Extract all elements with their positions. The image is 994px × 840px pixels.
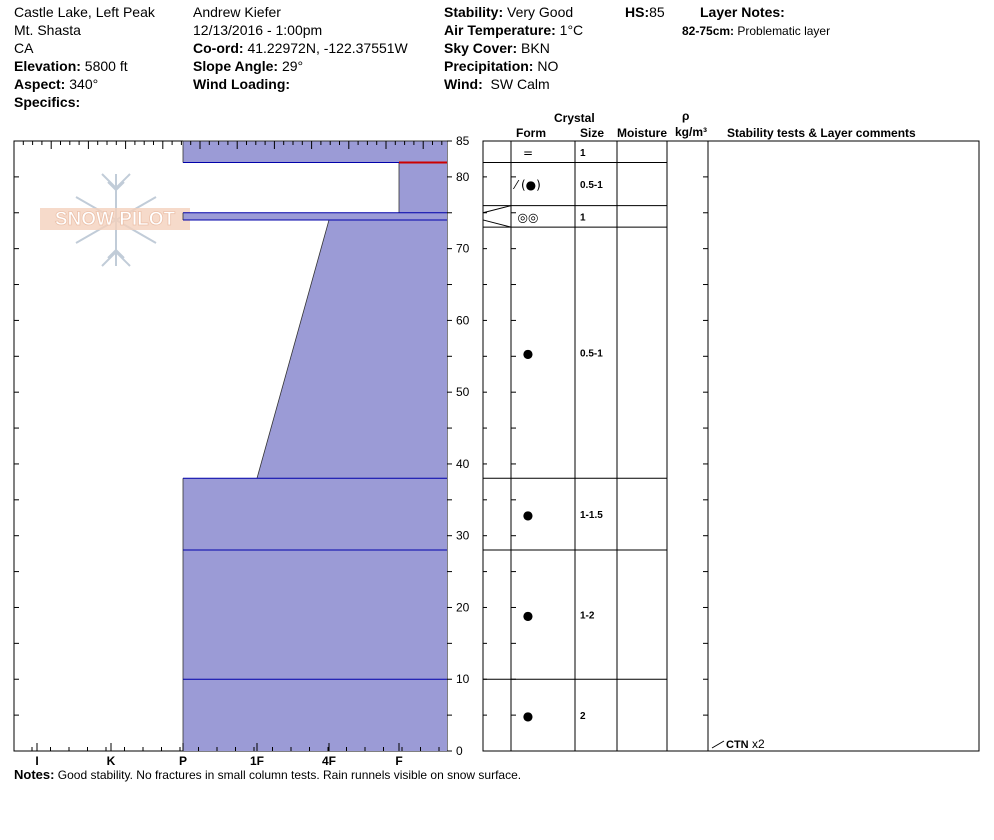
grain-size-label: 1 xyxy=(580,148,586,159)
hardness-tick-label: P xyxy=(179,754,187,768)
grain-form-symbol: = xyxy=(523,146,533,160)
slope-label: Slope Angle: xyxy=(193,58,279,74)
y-tick-label: 60 xyxy=(456,313,470,327)
aspect-label: Aspect: xyxy=(14,76,66,92)
slope-row: Slope Angle: 29° xyxy=(193,58,303,74)
air-temp-value: 1°C xyxy=(559,22,584,38)
air-temp-row: Air Temperature: 1°C xyxy=(444,22,583,38)
elevation-value: 5800 ft xyxy=(84,58,128,74)
logo-text: SNOW PILOT xyxy=(55,209,176,230)
hardness-layer xyxy=(183,141,447,163)
hardness-tick-label: 1F xyxy=(250,754,264,768)
layer-note-text: Problematic layer xyxy=(737,24,831,38)
y-tick-label: 85 xyxy=(456,134,470,148)
hardness-tick-label: 4F xyxy=(322,754,336,768)
elevation-label: Elevation: xyxy=(14,58,81,74)
stability-label: Stability: xyxy=(444,4,504,20)
precipitation-row: Precipitation: NO xyxy=(444,58,558,74)
layer-connector xyxy=(482,205,512,214)
layer-table: = 1 ⁄ (●) 0.5-1 ◎◎ 1 ● 0.5-1 ● 1-1.5 ● 1-2 ● 2 xyxy=(482,140,980,752)
size-header: Size xyxy=(580,126,605,140)
stability-test-pointer xyxy=(711,740,725,749)
y-tick-label: 30 xyxy=(456,529,470,543)
slope-value: 29° xyxy=(281,58,304,74)
y-tick-label: 0 xyxy=(456,744,463,758)
specifics-label: Specifics: xyxy=(14,94,81,110)
crystal-header: Crystal xyxy=(554,111,595,125)
grain-size-label: 0.5-1 xyxy=(580,180,603,191)
layer-note-item: 82-75cm: Problematic layer xyxy=(682,23,830,39)
wind-label: Wind: xyxy=(444,76,483,92)
hardness-layer xyxy=(183,212,447,220)
hardness-profile: I K P 1F 4F F 0 10 20 30 40 50 60 70 80 85 xyxy=(13,134,470,768)
y-tick-label: 70 xyxy=(456,242,470,256)
comments-header: Stability tests & Layer comments xyxy=(727,126,916,140)
notes-row: Notes: Good stability. No fractures in s… xyxy=(14,767,521,783)
grain-form-symbol: ⁄ (●) xyxy=(512,178,541,192)
stability-value: Very Good xyxy=(507,4,574,20)
grain-size-label: 1-1.5 xyxy=(580,510,603,521)
sky-cover-row: Sky Cover: BKN xyxy=(444,40,550,56)
coord-value: 41.22972N, -122.37551W xyxy=(247,40,408,56)
stability-test: CTN x2 xyxy=(726,736,765,753)
stability-test-code: CTN xyxy=(726,739,749,751)
layer-note-range: 82-75cm: xyxy=(682,24,735,38)
hardness-layer xyxy=(399,162,447,213)
coord-row: Co-ord: 41.22972N, -122.37551W xyxy=(193,40,408,56)
hardness-layer xyxy=(183,478,447,751)
elevation-row: Elevation: 5800 ft xyxy=(14,58,128,74)
hardness-layer xyxy=(257,219,447,479)
grain-form-symbol: ● xyxy=(523,709,533,723)
hardness-tick-label: F xyxy=(395,754,402,768)
precipitation-label: Precipitation: xyxy=(444,58,534,74)
notes-text: Good stability. No fractures in small co… xyxy=(57,768,522,782)
grain-form-symbol: ● xyxy=(523,508,533,522)
grain-size-label: 2 xyxy=(580,711,586,722)
grain-form-symbol: ● xyxy=(523,609,533,623)
y-tick-label: 10 xyxy=(456,672,470,686)
observer-name: Andrew Kiefer xyxy=(193,4,281,20)
grain-form-symbol: ◎◎ xyxy=(518,210,539,224)
moisture-header: Moisture xyxy=(617,126,668,140)
y-tick-label: 40 xyxy=(456,457,470,471)
y-tick-label: 80 xyxy=(456,170,470,184)
wind-row: Wind: SW Calm xyxy=(444,76,550,92)
y-tick-label: 20 xyxy=(456,600,470,614)
aspect-row: Aspect: 340° xyxy=(14,76,98,92)
grain-size-label: 1 xyxy=(580,212,586,223)
snowpilot-logo: SNOW PILOT xyxy=(40,173,190,267)
air-temp-label: Air Temperature: xyxy=(444,22,556,38)
grain-form-symbol: ● xyxy=(523,347,533,361)
form-header: Form xyxy=(516,126,546,140)
wind-loading-label: Wind Loading: xyxy=(193,76,291,92)
state: CA xyxy=(14,40,34,56)
density-symbol: ρ xyxy=(682,109,690,123)
stability-row: Stability: Very Good xyxy=(444,4,573,20)
location: Castle Lake, Left Peak xyxy=(14,4,155,20)
hardness-tick-label: K xyxy=(107,754,116,768)
coord-label: Co-ord: xyxy=(193,40,244,56)
notes-label: Notes: xyxy=(14,767,55,782)
grain-size-label: 1-2 xyxy=(580,611,595,622)
grain-size-label: 0.5-1 xyxy=(580,349,603,360)
layer-notes-label: Layer Notes: xyxy=(700,4,785,20)
table-frame xyxy=(482,140,980,752)
y-tick-label: 50 xyxy=(456,385,470,399)
observation-datetime: 12/13/2016 - 1:00pm xyxy=(193,22,323,38)
hs-label: HS: xyxy=(625,4,650,20)
sky-cover-label: Sky Cover: xyxy=(444,40,518,56)
wind-value: SW Calm xyxy=(490,76,550,92)
stability-test-count: x2 xyxy=(751,737,765,751)
layer-edge xyxy=(256,219,330,479)
layer-connector xyxy=(482,219,512,228)
hardness-tick-label: I xyxy=(35,754,38,768)
hs-value: 85 xyxy=(649,4,665,20)
precipitation-value: NO xyxy=(537,58,559,74)
hs-row: HS:85 xyxy=(625,4,665,20)
aspect-value: 340° xyxy=(69,76,99,92)
mountain-range: Mt. Shasta xyxy=(14,22,81,38)
sky-cover-value: BKN xyxy=(521,40,550,56)
density-unit: kg/m³ xyxy=(675,125,708,139)
